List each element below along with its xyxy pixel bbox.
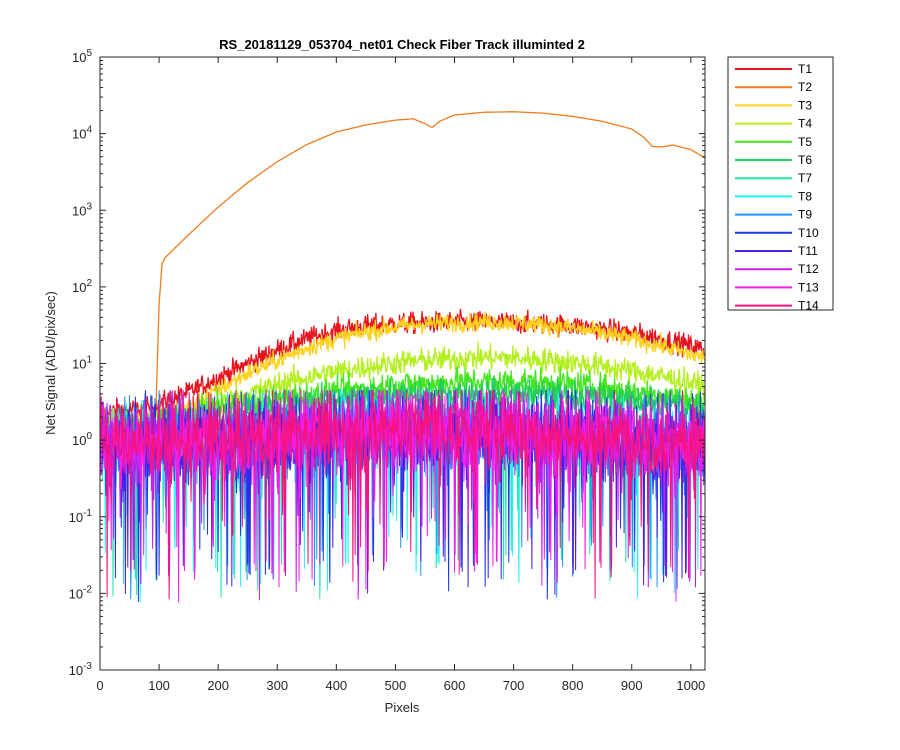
legend-label-t11: T11 [798,244,818,258]
series-line-t13 [100,390,705,603]
series-line-t14 [100,389,705,600]
y-tick-label-1: 10-2 [69,584,93,601]
x-axis-label: Pixels [385,700,420,715]
x-tick-label-0: 0 [96,678,103,693]
legend-label-t1: T1 [798,62,812,76]
y-tick-label-8: 105 [72,48,92,65]
legend-label-t6: T6 [798,153,812,167]
legend-label-t4: T4 [798,117,812,131]
y-axis-label: Net Signal (ADU/pix/sec) [43,291,58,435]
legend-label-t2: T2 [798,80,812,94]
x-tick-label-7: 700 [503,678,525,693]
y-tick-label-7: 104 [72,125,92,142]
legend-label-t8: T8 [798,189,812,203]
legend-label-t13: T13 [798,280,819,294]
y-tick-label-6: 103 [72,201,92,218]
x-tick-label-8: 800 [562,678,584,693]
legend-label-t7: T7 [798,171,812,185]
legend-items: T1 T2 T3 T4 T5 T6 T7 T8 T9 T10 T11 T12 T13 T14 [735,62,819,313]
x-tick-label-1: 100 [148,678,170,693]
x-tick-label-6: 600 [444,678,466,693]
y-tick-label-5: 102 [72,278,92,295]
plot-area [100,57,705,670]
y-tick-label-4: 101 [72,355,92,372]
x-tick-label-9: 900 [621,678,643,693]
legend-label-t9: T9 [798,208,812,222]
x-tick-label-4: 400 [325,678,347,693]
x-tick-label-5: 500 [385,678,407,693]
legend-label-t14: T14 [798,299,819,313]
ticks-layer: 0 100 200 300 400 500 600 700 800 900 1000 10-3 10-2… [69,48,706,693]
legend-box [727,56,834,311]
series-line-t1 [100,308,705,425]
series-layer [100,111,705,603]
legend-label-t3: T3 [798,98,812,112]
y-tick-label-0: 10-3 [69,661,93,678]
legend-label-t5: T5 [798,135,812,149]
y-tick-label-2: 10-1 [69,508,93,525]
y-tick-label-3: 100 [72,431,92,448]
legend-label-t12: T12 [798,262,819,276]
series-line-t2 [100,111,705,435]
x-tick-label-3: 300 [266,678,288,693]
legend-label-t10: T10 [798,226,819,240]
x-tick-label-2: 200 [207,678,229,693]
legend: T1 T2 T3 T4 T5 T6 T7 T8 T9 T10 T11 T12 T13 T14 [727,56,834,313]
chart-title: RS_20181129_053704_net01 Check Fiber Tra… [219,37,585,52]
x-tick-label-10: 1000 [676,678,705,693]
